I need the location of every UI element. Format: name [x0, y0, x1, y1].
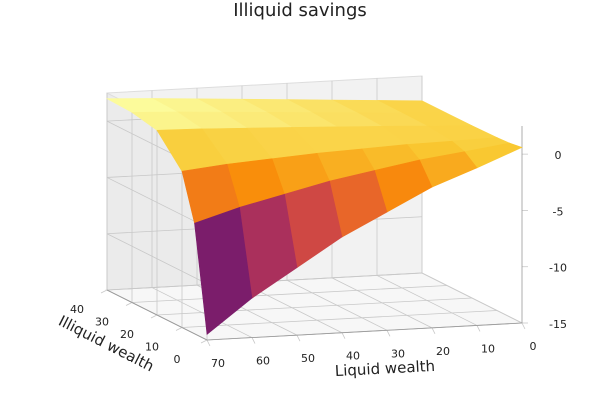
x-tick-label: 50: [301, 352, 315, 365]
x-tick-label: 60: [256, 355, 270, 368]
axis-line: [206, 322, 523, 341]
x-tick-label: 0: [530, 340, 537, 353]
x-tick-label: 70: [211, 357, 225, 370]
chart-title: Illiquid savings: [233, 0, 367, 21]
tick-mark: [175, 327, 183, 331]
tick-mark: [251, 337, 256, 344]
z-tick-label: -5: [553, 205, 564, 218]
grid-line: [131, 285, 448, 303]
z-tick-label: -10: [549, 262, 567, 275]
surface-cell: [194, 206, 253, 335]
tick-mark: [386, 330, 391, 337]
x-tick-label: 30: [391, 347, 405, 360]
x-tick-label: 20: [436, 345, 450, 358]
x-axis-label: Liquid wealth: [334, 357, 435, 380]
tick-mark: [150, 314, 158, 319]
z-tick-label: 0: [555, 149, 562, 162]
y-tick-label: 10: [145, 341, 159, 354]
tick-mark: [206, 339, 211, 347]
z-tick-label: -15: [549, 318, 567, 331]
x-tick-label: 40: [346, 350, 360, 363]
tick-mark: [296, 334, 301, 342]
tick-mark: [341, 332, 346, 339]
tick-mark: [431, 327, 436, 335]
tick-mark: [100, 289, 108, 294]
grid-line: [181, 310, 498, 328]
y-tick-label: 0: [174, 353, 181, 366]
tick-mark: [476, 325, 481, 332]
y-tick-label: 20: [120, 328, 134, 341]
axis-line: [106, 289, 208, 341]
x-tick-label: 10: [481, 342, 495, 355]
tick-mark: [125, 302, 133, 306]
y-tick-label: 40: [70, 303, 84, 316]
grid-line: [106, 177, 208, 228]
tick-mark: [521, 322, 526, 330]
tick-mark: [200, 339, 208, 344]
grid-line: [106, 233, 208, 285]
y-tick-label: 30: [95, 316, 109, 329]
